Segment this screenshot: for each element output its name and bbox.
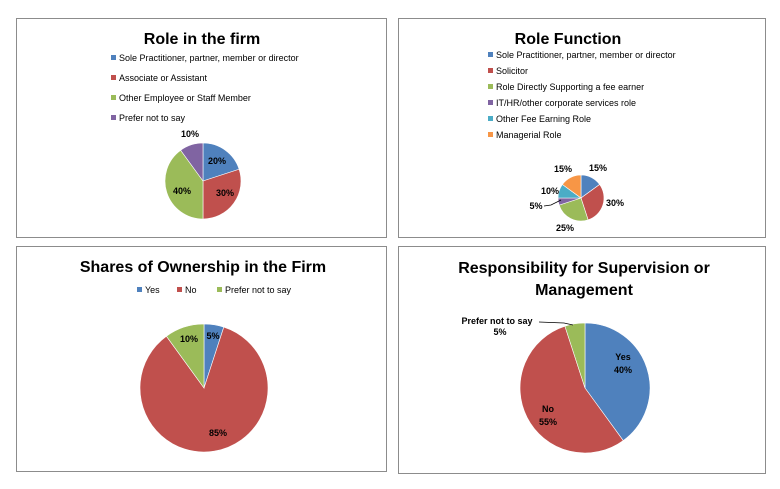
legend: Sole Practitioner, partner, member or di… — [111, 53, 299, 123]
chart-role-in-firm: Role in the firm Sole Practitioner, part… — [111, 31, 299, 220]
pie-slice — [584, 322, 651, 442]
data-label: 10% — [541, 186, 559, 196]
legend-swatch — [177, 287, 182, 292]
legend-label: Role Directly Supporting a fee earner — [496, 82, 644, 92]
data-label-category: Prefer not to say — [461, 316, 532, 326]
legend-swatch — [111, 75, 116, 80]
data-label: 30% — [216, 188, 234, 198]
chart-panel-shares-ownership: Shares of Ownership in the Firm Yes No Pre… — [16, 246, 387, 472]
data-label: 15% — [554, 164, 572, 174]
legend-label: Other Fee Earning Role — [496, 114, 591, 124]
legend-label: Prefer not to say — [225, 285, 292, 295]
chart-panel-role-function: Role Function Sole Practitioner, partner… — [398, 18, 766, 238]
pie: 5% 85% 10% — [139, 323, 269, 453]
pie-slice — [580, 184, 605, 221]
pie: 15% 30% 25% 5% 10% 15% — [529, 163, 624, 233]
legend-swatch — [111, 55, 116, 60]
pie-slice — [180, 142, 204, 182]
data-label-category: Yes — [615, 352, 631, 362]
data-label: 5% — [206, 331, 219, 341]
leader-line — [538, 321, 574, 326]
chart-title-line-1: Responsibility for Supervision or — [458, 260, 710, 277]
data-label: 10% — [181, 129, 199, 139]
pie: 20% 30% 40% 10% — [164, 129, 242, 220]
data-label: 40% — [173, 186, 191, 196]
pie-slice — [558, 197, 589, 222]
chart-panel-supervision: Responsibility for Supervision or Manage… — [398, 246, 766, 474]
pie-slice — [165, 323, 205, 389]
legend-label: Associate or Assistant — [119, 73, 208, 83]
legend-label: Prefer not to say — [119, 113, 186, 123]
chart-supervision: Responsibility for Supervision or Manage… — [458, 260, 710, 454]
data-label-value: 55% — [539, 417, 557, 427]
data-label: 20% — [208, 156, 226, 166]
data-label: 5% — [529, 201, 542, 211]
legend-label: No — [185, 285, 197, 295]
legend-label: Solicitor — [496, 66, 528, 76]
pie-slice — [564, 322, 586, 389]
legend-label: Sole Practitioner, partner, member or di… — [119, 53, 299, 63]
pie-slice — [519, 325, 624, 454]
data-label-value: 5% — [493, 327, 506, 337]
legend: Yes No Prefer not to say — [137, 285, 292, 295]
leader-line — [543, 199, 562, 207]
pie-slice — [164, 149, 204, 220]
legend-swatch — [488, 52, 493, 57]
chart-title-line-2: Management — [535, 282, 633, 299]
legend: Sole Practitioner, partner, member or di… — [488, 50, 676, 140]
pie-slice — [202, 142, 240, 182]
data-label: 25% — [556, 223, 574, 233]
data-label: 10% — [180, 334, 198, 344]
legend-swatch — [488, 132, 493, 137]
chart-title: Role Function — [515, 31, 622, 48]
chart-role-function: Role Function Sole Practitioner, partner… — [488, 31, 676, 233]
pie-slice — [202, 168, 242, 220]
pie-slice — [139, 326, 269, 453]
data-label: 30% — [606, 198, 624, 208]
pie-slice — [561, 174, 582, 199]
legend-swatch — [488, 116, 493, 121]
legend-label: Managerial Role — [496, 130, 562, 140]
data-label: 15% — [589, 163, 607, 173]
legend-swatch — [111, 115, 116, 120]
legend-swatch — [217, 287, 222, 292]
chart-title: Role in the firm — [144, 31, 260, 48]
legend-swatch — [111, 95, 116, 100]
legend-label: Other Employee or Staff Member — [119, 93, 251, 103]
data-label-category: No — [542, 404, 554, 414]
legend-swatch — [488, 68, 493, 73]
legend-swatch — [488, 84, 493, 89]
legend-label: Sole Practitioner, partner, member or di… — [496, 50, 676, 60]
chart-shares-ownership: Shares of Ownership in the Firm Yes No Pre… — [80, 259, 326, 453]
legend-label: IT/HR/other corporate services role — [496, 98, 636, 108]
legend-swatch — [137, 287, 142, 292]
legend-swatch — [488, 100, 493, 105]
chart-title: Shares of Ownership in the Firm — [80, 259, 326, 276]
legend-label: Yes — [145, 285, 160, 295]
data-label: 85% — [209, 428, 227, 438]
chart-panel-role-in-firm: Role in the firm Sole Practitioner, part… — [16, 18, 387, 238]
data-label-value: 40% — [614, 365, 632, 375]
